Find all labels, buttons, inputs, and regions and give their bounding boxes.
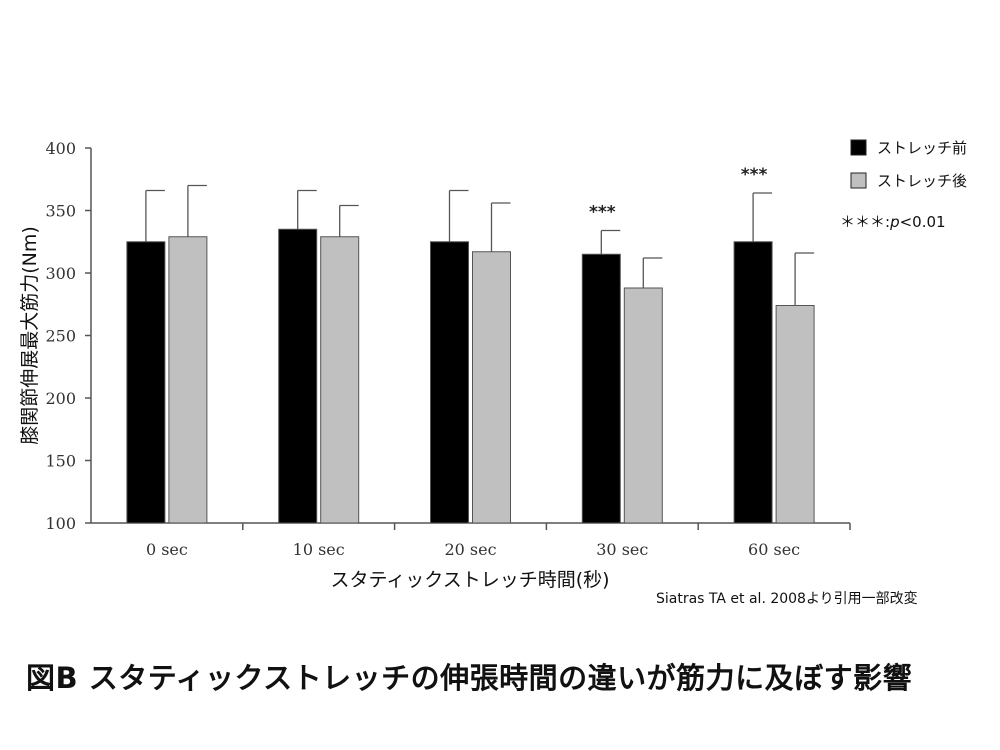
legend-swatch bbox=[850, 172, 867, 189]
y-tick-label: 150 bbox=[45, 452, 76, 471]
figure-caption: 図B スタティックストレッチの伸張時間の違いが筋力に及ぼす影響 bbox=[26, 661, 913, 695]
y-axis-label: 膝関節伸展最大筋力(Nm) bbox=[19, 226, 41, 445]
x-axis-label: スタティックストレッチ時間(秒) bbox=[330, 569, 609, 591]
bar-before bbox=[733, 241, 773, 524]
y-tick-label: 100 bbox=[45, 514, 76, 533]
y-tick-label: 250 bbox=[45, 327, 76, 346]
x-tick-label: 0 sec bbox=[146, 540, 188, 559]
chart-labels: 0 sec 10 sec 20 sec 30 sec *** 60 sec *** 膝関節伸展… bbox=[19, 165, 800, 591]
y-tick-label: 350 bbox=[45, 202, 76, 221]
x-tick-label: 20 sec bbox=[444, 540, 496, 559]
source-note: Siatras TA et al. 2008より引用一部改変 bbox=[656, 591, 918, 607]
bar-after bbox=[775, 305, 815, 524]
bar-after bbox=[320, 236, 360, 524]
bar-before bbox=[430, 241, 469, 524]
x-tick-label: 30 sec bbox=[596, 540, 648, 559]
y-tick-label: 200 bbox=[45, 389, 76, 408]
bar-after bbox=[472, 251, 511, 524]
legend-significance-note: ＊＊＊:p<0.01 bbox=[840, 213, 946, 231]
bar-before bbox=[278, 228, 318, 524]
x-tick-label: 10 sec bbox=[293, 540, 345, 559]
y-tick-label: 400 bbox=[45, 139, 76, 158]
chart-axes: 100 150 200 250 300 350 400 bbox=[45, 139, 851, 533]
chart-bars bbox=[126, 184, 815, 524]
bar-after bbox=[623, 287, 663, 524]
legend-label: ストレッチ後 bbox=[877, 172, 967, 190]
significance-marker: *** bbox=[741, 165, 768, 185]
x-tick-label: 60 sec bbox=[748, 540, 800, 559]
y-tick-label: 300 bbox=[45, 264, 76, 283]
significance-marker: *** bbox=[589, 203, 616, 223]
bar-before bbox=[581, 253, 621, 524]
bar-before bbox=[126, 241, 166, 524]
bar-after bbox=[168, 236, 208, 524]
legend-label: ストレッチ前 bbox=[877, 139, 967, 157]
legend-swatch bbox=[850, 139, 867, 156]
